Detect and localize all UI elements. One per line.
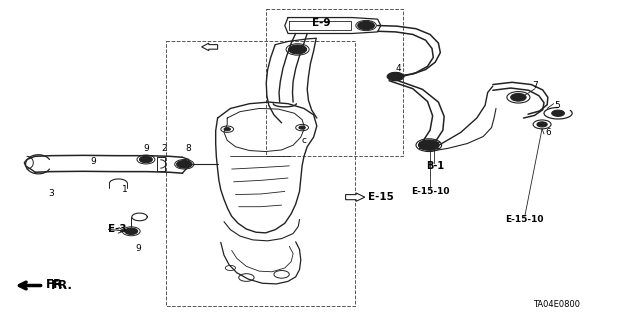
Bar [166, 41, 355, 306]
Circle shape [177, 160, 192, 168]
Text: FR.: FR. [46, 278, 68, 291]
Circle shape [289, 45, 307, 54]
Polygon shape [346, 193, 365, 201]
Text: 5: 5 [554, 101, 559, 110]
Text: E-9: E-9 [312, 18, 331, 28]
Text: FR.: FR. [51, 279, 73, 292]
Circle shape [511, 93, 526, 101]
Circle shape [125, 228, 138, 234]
Text: 1: 1 [122, 185, 127, 194]
Text: 9: 9 [143, 144, 148, 153]
Text: 2: 2 [161, 144, 166, 153]
Text: 3: 3 [49, 189, 54, 198]
Bar [266, 9, 403, 156]
Circle shape [299, 126, 305, 129]
Text: TA04E0800: TA04E0800 [533, 300, 580, 309]
Text: E-15-10: E-15-10 [411, 187, 449, 196]
Circle shape [140, 156, 152, 163]
Text: E-3: E-3 [108, 224, 126, 234]
Text: 6: 6 [545, 128, 550, 137]
Circle shape [419, 140, 439, 150]
Circle shape [387, 72, 404, 81]
Text: 8: 8 [186, 144, 191, 153]
Circle shape [537, 122, 547, 127]
Text: B-1: B-1 [426, 161, 444, 171]
Text: E-15: E-15 [368, 192, 394, 202]
Text: 9: 9 [136, 244, 141, 253]
Circle shape [358, 21, 374, 30]
Text: 4: 4 [396, 64, 401, 73]
Circle shape [552, 110, 564, 116]
Circle shape [224, 128, 230, 131]
Text: c: c [301, 136, 307, 145]
Text: E-15-10: E-15-10 [506, 215, 544, 224]
Text: 9: 9 [90, 157, 95, 166]
Polygon shape [202, 43, 218, 51]
Text: 7: 7 [532, 81, 538, 90]
